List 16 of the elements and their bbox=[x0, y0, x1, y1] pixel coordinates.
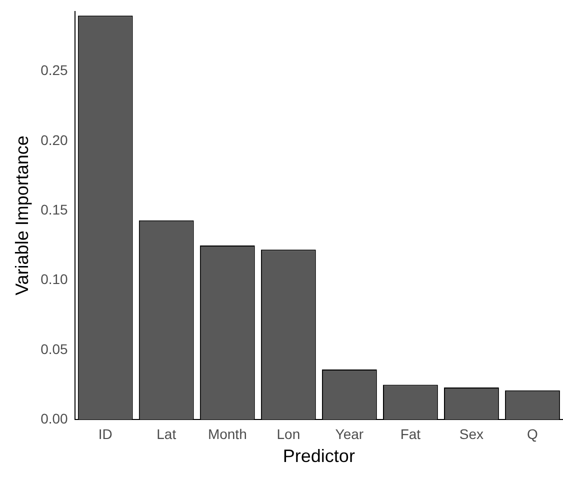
x-tick-label: Q bbox=[527, 426, 538, 442]
y-tick-label: 0.10 bbox=[40, 271, 68, 288]
x-tick-label: Month bbox=[208, 426, 247, 442]
y-axis-title: Variable Importance bbox=[12, 136, 32, 296]
x-tick-label: Lon bbox=[276, 426, 300, 442]
x-tick-label: Fat bbox=[400, 426, 421, 442]
x-tick-label: Sex bbox=[459, 426, 484, 442]
y-tick-label: 0.05 bbox=[40, 340, 68, 357]
y-tick-label: 0.15 bbox=[40, 201, 68, 218]
y-tick-label: 0.00 bbox=[40, 410, 68, 426]
x-tick-label: Lat bbox=[156, 426, 176, 442]
x-axis-title: Predictor bbox=[282, 446, 355, 466]
x-tick-label: Year bbox=[335, 426, 364, 442]
y-tick-label: 0.25 bbox=[40, 62, 68, 78]
x-tick-label: ID bbox=[98, 426, 112, 442]
y-tick-label: 0.20 bbox=[40, 132, 68, 148]
